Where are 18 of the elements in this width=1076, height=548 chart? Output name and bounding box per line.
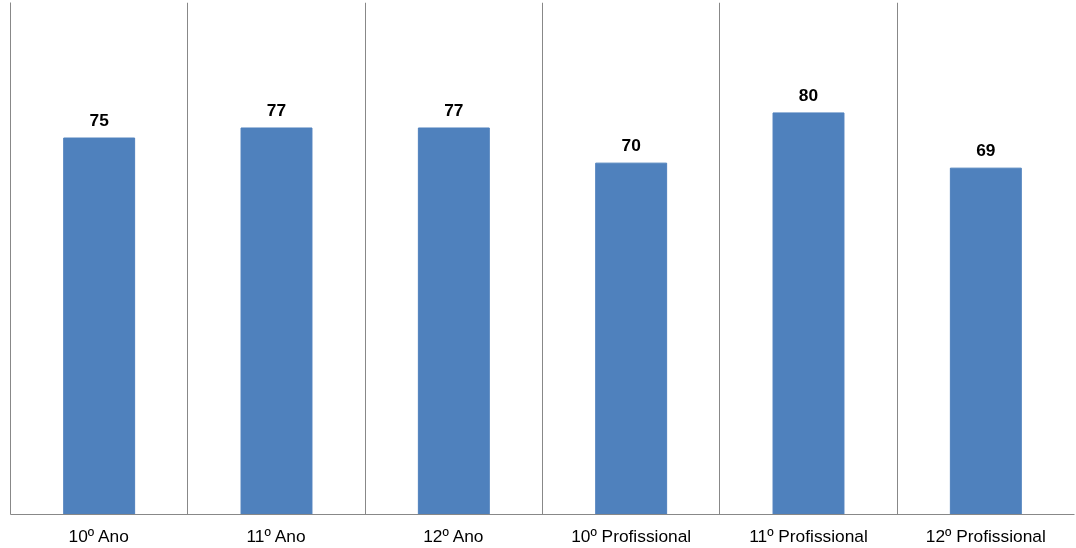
data-label: 77 bbox=[266, 99, 287, 120]
x-tick-label: 10º Profissional bbox=[571, 525, 692, 546]
data-label: 69 bbox=[976, 140, 996, 161]
x-tick-label: 12º Ano bbox=[423, 525, 484, 546]
data-label: 75 bbox=[89, 110, 110, 131]
bar bbox=[595, 162, 668, 515]
x-tick-label: 11º Profissional bbox=[749, 525, 868, 546]
data-label: 70 bbox=[621, 135, 641, 156]
x-tick-label: 12º Profissional bbox=[925, 525, 1046, 546]
bar bbox=[949, 167, 1022, 515]
data-label: 80 bbox=[798, 84, 819, 105]
bar bbox=[63, 137, 136, 515]
x-tick-label: 11º Ano bbox=[246, 525, 306, 546]
bar bbox=[240, 127, 313, 515]
bar bbox=[417, 127, 490, 515]
data-label: 77 bbox=[444, 99, 464, 120]
bar bbox=[772, 112, 845, 515]
x-tick-label: 10º Ano bbox=[68, 525, 129, 546]
